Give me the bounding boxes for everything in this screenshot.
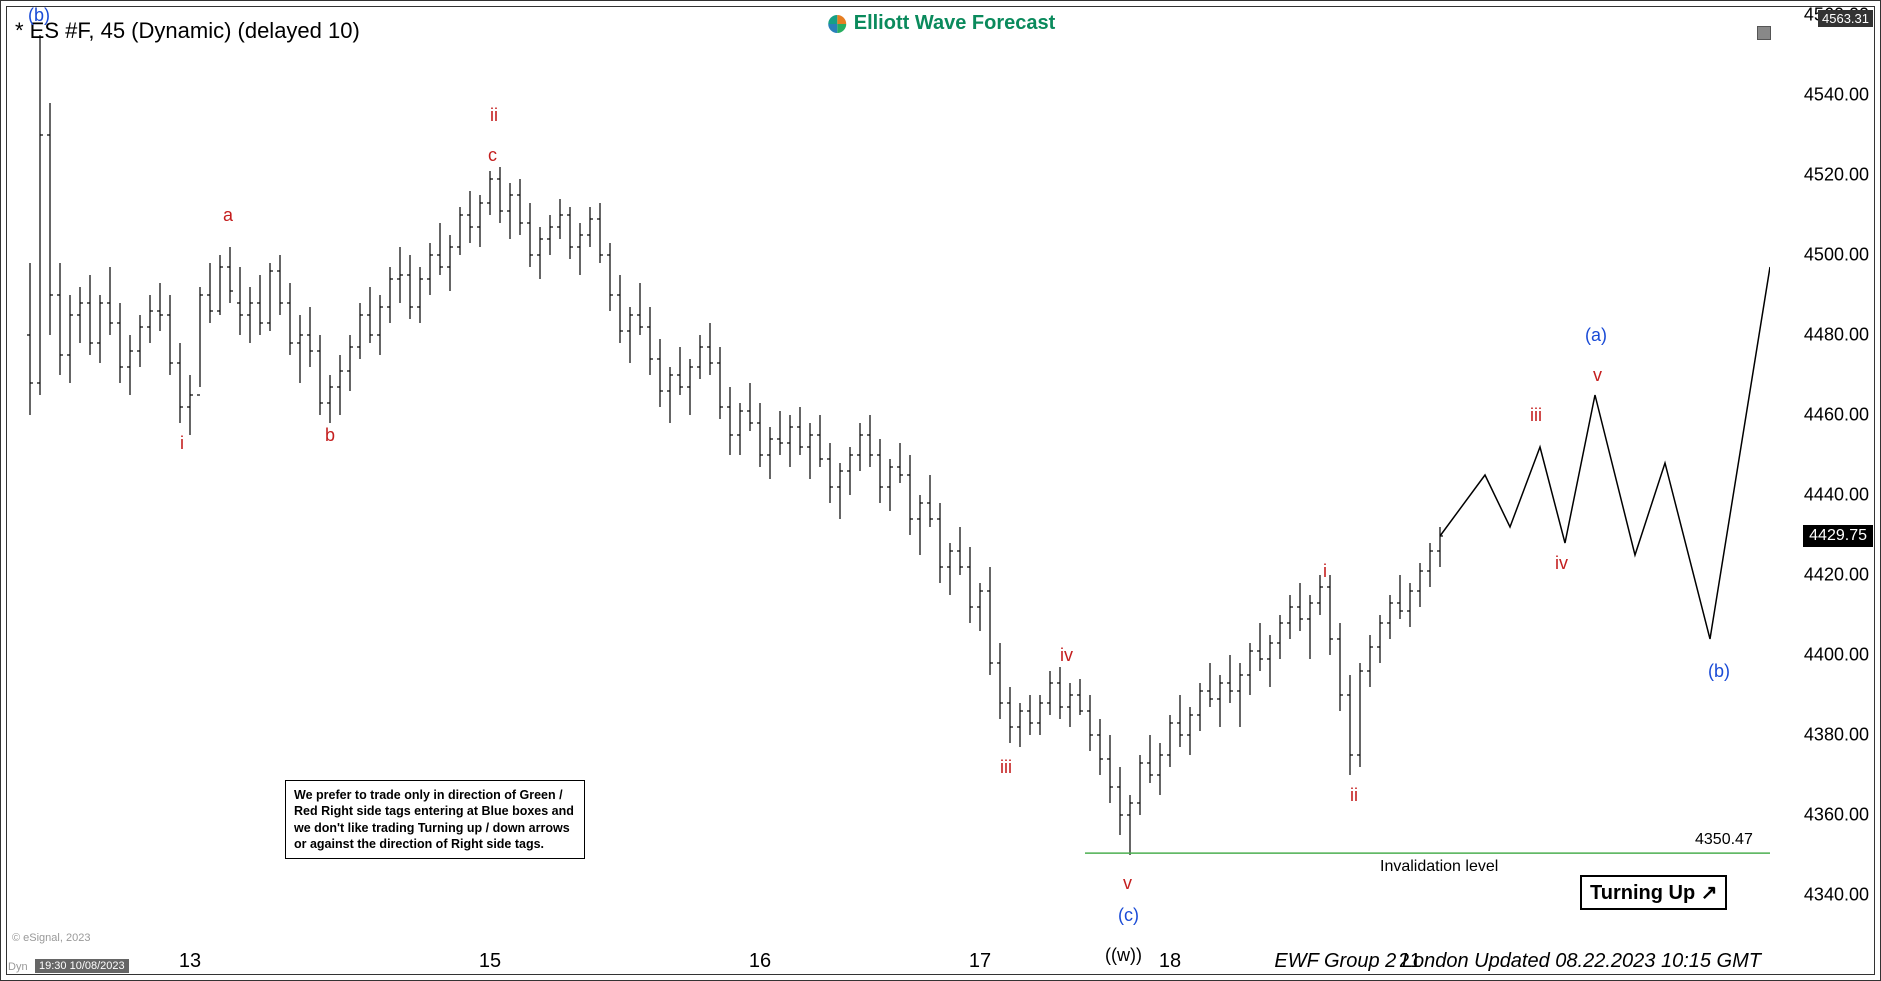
y-axis-tick: 4380.00 [1779, 725, 1869, 746]
wave-label: iv [1555, 553, 1568, 574]
footer-update-text: EWF Group 2 London Updated 08.22.2023 10… [1274, 950, 1761, 973]
time-badge: 19:30 10/08/2023 [35, 959, 129, 973]
y-axis-tick: 4360.00 [1779, 805, 1869, 826]
copyright-text: © eSignal, 2023 [12, 932, 90, 944]
x-axis-tick: 16 [749, 950, 771, 973]
brand-logo: Elliott Wave Forecast [826, 12, 1056, 35]
invalidation-level-value: 4350.47 [1695, 831, 1753, 849]
wave-label: iv [1060, 645, 1073, 666]
y-axis: 4560.004540.004520.004500.004480.004460.… [1779, 15, 1869, 935]
y-axis-tick: 4500.00 [1779, 245, 1869, 266]
y-axis-tick: 4400.00 [1779, 645, 1869, 666]
wave-label: i [1323, 561, 1327, 582]
price-bars-svg [10, 15, 1770, 935]
wave-label: iii [1530, 405, 1542, 426]
y-axis-tick: 4420.00 [1779, 565, 1869, 586]
wave-label: i [180, 433, 184, 454]
wave-label: v [1123, 873, 1132, 894]
wave-label: a [223, 205, 233, 226]
x-axis-tick: 13 [179, 950, 201, 973]
wave-label: ((w)) [1105, 945, 1142, 966]
invalidation-text: Invalidation level [1380, 858, 1498, 876]
current-price-label: 4429.75 [1803, 525, 1873, 547]
wave-label: (b) [1708, 661, 1730, 682]
y-axis-tick: 4340.00 [1779, 885, 1869, 906]
wave-label: ii [490, 105, 498, 126]
y-axis-tick: 4520.00 [1779, 165, 1869, 186]
trading-note-box: We prefer to trade only in direction of … [285, 780, 585, 859]
wave-label: v [1593, 365, 1602, 386]
wave-label: b [325, 425, 335, 446]
y-axis-tick: 4480.00 [1779, 325, 1869, 346]
y-axis-tick: 4540.00 [1779, 85, 1869, 106]
chart-plot-area[interactable] [10, 15, 1770, 935]
wave-label: c [488, 145, 497, 166]
brand-text: Elliott Wave Forecast [854, 12, 1056, 35]
turning-up-box: Turning Up ↗ [1580, 875, 1727, 910]
top-price-label: 4563.31 [1818, 10, 1873, 27]
wave-label: (b) [28, 5, 50, 26]
x-axis-tick: 15 [479, 950, 501, 973]
y-axis-tick: 4440.00 [1779, 485, 1869, 506]
dyn-label: Dyn [8, 961, 28, 973]
x-axis-tick: 17 [969, 950, 991, 973]
wave-label: (a) [1585, 325, 1607, 346]
chart-title: * ES #F, 45 (Dynamic) (delayed 10) [15, 18, 360, 44]
y-axis-tick: 4460.00 [1779, 405, 1869, 426]
wave-label: ii [1350, 785, 1358, 806]
wave-label: iii [1000, 757, 1012, 778]
wave-label: (c) [1118, 905, 1139, 926]
x-axis-tick: 18 [1159, 950, 1181, 973]
logo-icon [826, 13, 848, 35]
